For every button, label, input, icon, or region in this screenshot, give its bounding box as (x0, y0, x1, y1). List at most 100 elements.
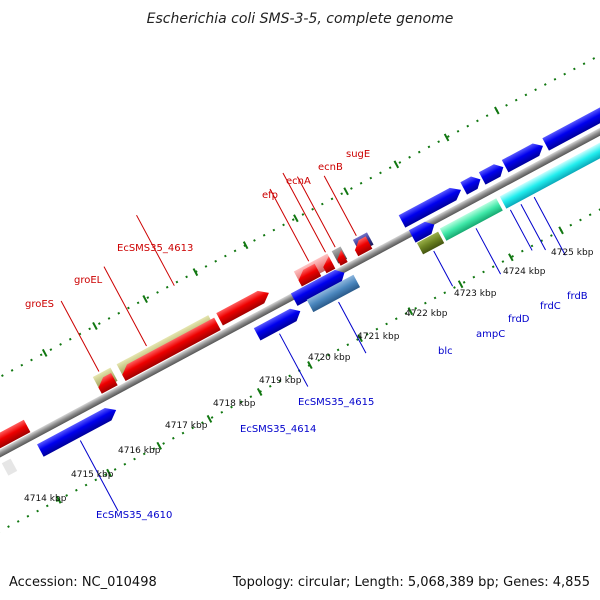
forward-strand-inner (1, 127, 600, 476)
upper-major-tick (494, 106, 500, 115)
connector-frdC (520, 203, 546, 251)
top-label-connectors (60, 172, 357, 372)
lower-major-tick (256, 387, 263, 396)
top-gene-labels: groES groEL EcSMS35_4613 efp ecnA ecnB s… (25, 149, 370, 310)
gene-arrow[interactable] (460, 173, 483, 195)
connector-ecnB (296, 176, 336, 248)
scale-label: 4725 kbp (551, 248, 594, 258)
scale-label: 4717 kbp (165, 421, 208, 431)
connector-efp (269, 188, 310, 262)
connector-blc (433, 250, 454, 287)
scale-label: 4723 kbp (454, 289, 497, 299)
gene-arrow[interactable] (501, 140, 547, 173)
gene-label-sugE[interactable]: sugE (346, 149, 370, 160)
upper-major-tick (192, 268, 199, 277)
lower-major-tick (156, 441, 162, 450)
gene-arrow[interactable] (290, 267, 348, 306)
gene-label-frdC[interactable]: frdC (540, 301, 561, 312)
scale-label: 4714 kbp (24, 494, 67, 504)
upper-major-tick (41, 348, 48, 357)
bottom-gene-labels: EcSMS35_4610 EcSMS35_4614 EcSMS35_4615 b… (96, 291, 588, 521)
gene-arrow[interactable] (253, 305, 304, 341)
gene-label-ampC[interactable]: ampC (476, 329, 505, 340)
gene-arrow[interactable] (320, 256, 336, 274)
scale-label: 4722 kbp (405, 309, 448, 319)
upper-major-tick (242, 241, 249, 250)
gene-label-groEL[interactable]: groEL (74, 275, 103, 286)
gene-label-ecnB[interactable]: ecnB (318, 162, 343, 173)
lower-dot-line (0, 155, 600, 554)
lower-major-tick (106, 468, 112, 477)
scale-label: 4720 kbp (308, 353, 351, 363)
connector-frdD (509, 209, 533, 251)
upper-major-tick (293, 214, 299, 223)
gene-label-frdD[interactable]: frdD (508, 314, 530, 325)
scale-label: 4724 kbp (503, 267, 546, 277)
map-title: Escherichia coli SMS-3-5, complete genom… (147, 11, 454, 27)
lower-major-tick (508, 253, 514, 262)
connector-ampC (475, 228, 502, 275)
gene-label-frdB[interactable]: frdB (567, 291, 588, 302)
gene-label-blc[interactable]: blc (438, 346, 453, 357)
gene-box[interactable] (542, 100, 600, 151)
upper-tick-track (0, 35, 600, 435)
lower-major-tick (357, 334, 363, 343)
scale-label: 4715 kbp (71, 470, 114, 480)
lower-major-tick (558, 226, 564, 235)
gene-arrow[interactable] (119, 317, 221, 382)
scale-label: 4721 kbp (357, 332, 400, 342)
connector-EcSMS35_4614 (279, 333, 309, 387)
scale-label: 4719 kbp (259, 376, 302, 386)
gene-box-ampC[interactable] (439, 198, 503, 241)
gene-arrow[interactable] (216, 287, 272, 326)
gene-arrow[interactable] (478, 161, 507, 185)
gene-box-blc[interactable] (416, 231, 445, 255)
upper-major-tick (393, 160, 400, 169)
connector-ecnA (282, 172, 326, 253)
scale-label: 4718 kbp (213, 399, 256, 409)
gene-label-EcSMS35_4614[interactable]: EcSMS35_4614 (240, 424, 316, 435)
gene-arrow[interactable] (398, 184, 465, 228)
gene-box[interactable] (1, 458, 18, 476)
upper-major-tick (142, 295, 148, 304)
gene-arrow[interactable] (95, 372, 118, 394)
lower-major-tick (55, 495, 62, 504)
lower-major-tick (307, 361, 313, 370)
bottom-label-connectors (79, 196, 566, 512)
upper-major-tick (343, 187, 349, 196)
genome-summary-text: Topology: circular; Length: 5,068,389 bp… (232, 575, 590, 590)
connector-EcSMS35_4615 (338, 301, 367, 354)
gene-label-EcSMS35_4610[interactable]: EcSMS35_4610 (96, 510, 172, 521)
connector-groES (60, 300, 100, 372)
upper-dot-line (0, 35, 600, 435)
accession-text: Accession: NC_010498 (9, 575, 157, 590)
gene-arrow[interactable] (0, 419, 31, 451)
gene-box-EcSMS35_4615[interactable] (306, 274, 361, 313)
connector-EcSMS35_4610 (79, 440, 119, 512)
lower-major-tick (206, 414, 213, 423)
connector-EcSMS35_4613 (136, 214, 175, 286)
reverse-strand-row (0, 236, 373, 451)
gene-label-EcSMS35_4615[interactable]: EcSMS35_4615 (298, 397, 374, 408)
gene-box-frd[interactable] (499, 127, 600, 209)
gene-arrow[interactable] (37, 404, 119, 457)
lower-tick-track (0, 155, 600, 554)
upper-major-tick (92, 321, 98, 330)
upper-major-tick (443, 133, 450, 142)
lower-major-tick (407, 307, 414, 316)
gene-label-efp[interactable]: efp (262, 190, 278, 201)
scale-labels: 4714 kbp 4715 kbp 4716 kbp 4717 kbp 4718… (24, 248, 594, 504)
connector-groEL (103, 266, 147, 347)
lower-major-tick (457, 280, 464, 289)
gene-arrow[interactable] (352, 236, 373, 257)
connector-frdB (533, 196, 566, 256)
genome-axis (0, 35, 600, 554)
gene-arrow[interactable] (334, 249, 348, 266)
gene-label-ecnA[interactable]: ecnA (286, 176, 311, 187)
gene-arrow[interactable] (295, 263, 322, 287)
gene-arrow[interactable] (408, 218, 438, 243)
scale-label: 4716 kbp (118, 446, 161, 456)
gene-label-EcSMS35_4613[interactable]: EcSMS35_4613 (117, 243, 193, 254)
gene-label-groES[interactable]: groES (25, 299, 54, 310)
